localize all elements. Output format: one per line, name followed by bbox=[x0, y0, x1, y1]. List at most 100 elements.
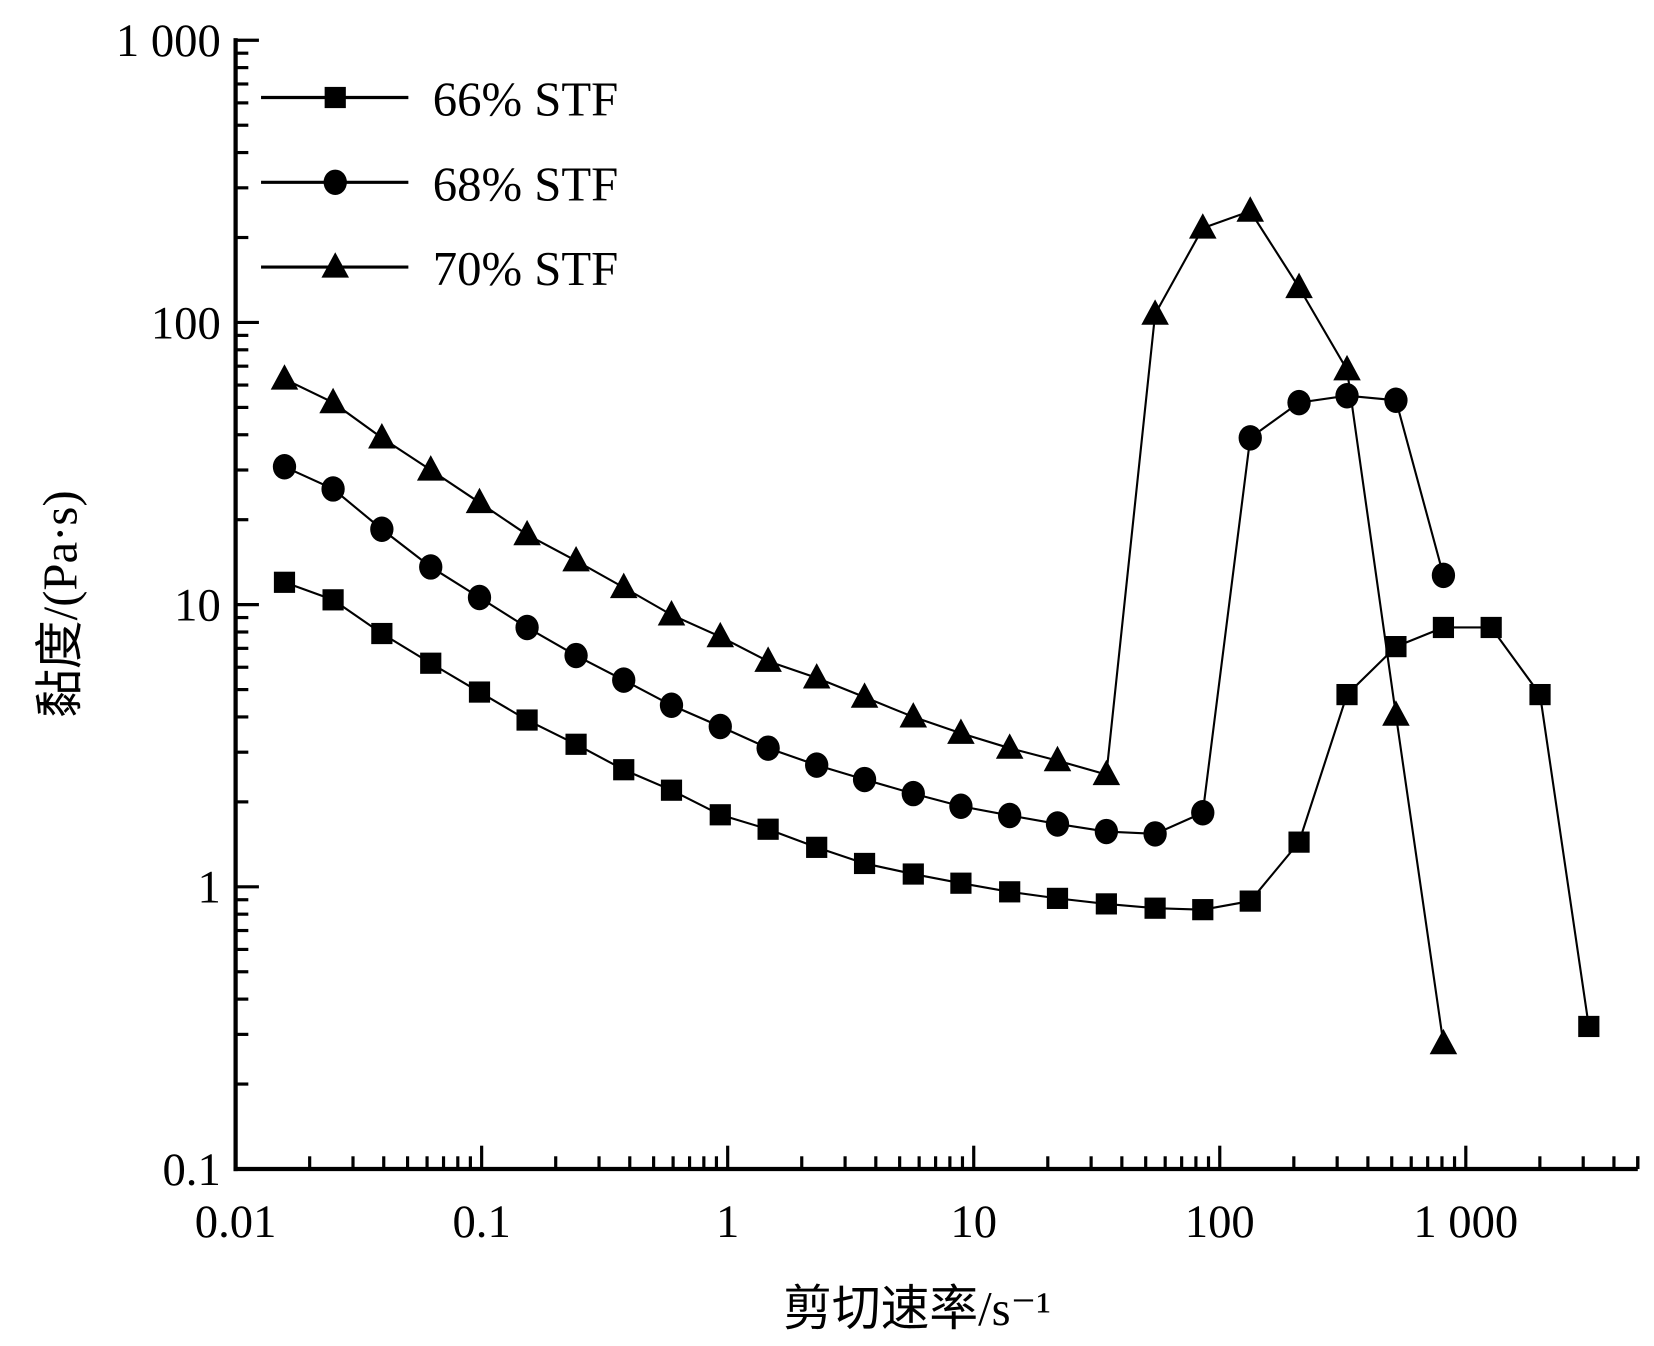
legend-label: 68% STF bbox=[433, 157, 619, 211]
data-point bbox=[1144, 897, 1166, 919]
data-point bbox=[368, 423, 396, 449]
data-point bbox=[1384, 387, 1408, 413]
data-point bbox=[1336, 683, 1358, 706]
y-tick-label: 10 bbox=[174, 580, 221, 632]
data-point bbox=[950, 872, 972, 894]
data-point bbox=[902, 863, 924, 885]
data-point bbox=[1095, 893, 1117, 915]
legend-label: 70% STF bbox=[433, 242, 619, 296]
data-point bbox=[852, 766, 877, 793]
x-tick-label: 1 bbox=[716, 1196, 739, 1248]
x-tick-label: 1 000 bbox=[1413, 1196, 1518, 1248]
data-point bbox=[1285, 272, 1313, 299]
data-point bbox=[999, 881, 1021, 903]
data-point bbox=[420, 652, 442, 674]
data-point bbox=[515, 614, 539, 641]
data-point bbox=[949, 793, 973, 819]
data-point bbox=[806, 836, 828, 858]
data-point bbox=[613, 759, 635, 781]
y-tick-label: 100 bbox=[151, 297, 221, 349]
series-group bbox=[270, 196, 1600, 1055]
x-tick-label: 0.01 bbox=[195, 1196, 277, 1248]
y-tick-label: 1 bbox=[197, 862, 220, 914]
data-point bbox=[1188, 213, 1217, 239]
data-point bbox=[1192, 899, 1214, 921]
data-point bbox=[370, 516, 394, 542]
data-point bbox=[322, 589, 344, 611]
y-tick-label: 1 000 bbox=[116, 15, 221, 67]
series-68stf bbox=[272, 383, 1456, 847]
square-marker-icon bbox=[324, 86, 346, 109]
data-point bbox=[1238, 425, 1262, 451]
data-point bbox=[562, 545, 590, 572]
data-point bbox=[1333, 354, 1361, 381]
legend: 66% STF 68% STF 70% STF bbox=[261, 73, 618, 296]
series-66stf bbox=[273, 571, 1600, 1038]
triangle-marker-icon bbox=[321, 252, 350, 278]
data-point bbox=[754, 646, 782, 672]
legend-entry: 66% STF bbox=[261, 73, 618, 127]
data-point bbox=[1239, 890, 1261, 912]
data-point bbox=[899, 702, 928, 728]
data-point bbox=[416, 455, 445, 481]
data-point bbox=[708, 713, 732, 740]
data-point bbox=[659, 692, 684, 718]
data-point bbox=[1236, 196, 1265, 222]
data-point bbox=[272, 454, 297, 480]
data-point bbox=[419, 554, 443, 580]
circle-marker-icon bbox=[323, 169, 347, 196]
data-point bbox=[757, 818, 779, 840]
data-point bbox=[1578, 1015, 1600, 1038]
data-point bbox=[947, 718, 975, 744]
x-tick-label: 10 bbox=[950, 1196, 997, 1248]
data-point bbox=[998, 802, 1022, 829]
data-point bbox=[321, 476, 345, 502]
data-point bbox=[516, 709, 538, 731]
legend-entry: 70% STF bbox=[261, 242, 618, 296]
y-tick-label: 0.1 bbox=[162, 1144, 220, 1196]
data-point bbox=[612, 667, 636, 693]
data-point bbox=[1092, 759, 1121, 786]
data-point bbox=[564, 642, 588, 669]
data-point bbox=[853, 852, 876, 875]
data-point bbox=[706, 621, 735, 648]
data-point bbox=[467, 584, 492, 611]
x-tick-label: 100 bbox=[1185, 1196, 1255, 1248]
data-point bbox=[802, 663, 831, 689]
data-point bbox=[468, 681, 491, 703]
data-point bbox=[850, 682, 879, 708]
y-axis-title: 黏度/(Pa·s) bbox=[34, 490, 88, 717]
data-point bbox=[756, 735, 780, 761]
series-70stf bbox=[270, 196, 1458, 1055]
data-point bbox=[1385, 636, 1407, 658]
data-point bbox=[1143, 821, 1167, 847]
data-point bbox=[1191, 800, 1215, 826]
data-point bbox=[1046, 887, 1069, 909]
data-point bbox=[709, 804, 731, 826]
data-point bbox=[513, 519, 541, 546]
legend-entry: 68% STF bbox=[261, 157, 618, 211]
data-point bbox=[1431, 562, 1456, 589]
legend-label: 66% STF bbox=[433, 73, 619, 127]
data-point bbox=[1529, 683, 1551, 706]
data-point bbox=[273, 571, 296, 593]
x-axis-title: 剪切速率/s⁻¹ bbox=[783, 1282, 1051, 1336]
data-point bbox=[1480, 616, 1502, 639]
data-point bbox=[1094, 818, 1119, 845]
data-point bbox=[465, 487, 494, 514]
x-tick-label: 0.1 bbox=[453, 1196, 511, 1248]
data-point bbox=[1141, 299, 1169, 325]
data-point bbox=[565, 733, 587, 755]
data-point bbox=[1287, 389, 1311, 416]
data-point bbox=[371, 622, 393, 645]
data-point bbox=[660, 779, 683, 801]
data-point bbox=[1043, 745, 1072, 772]
data-point bbox=[609, 572, 638, 599]
data-point bbox=[1045, 811, 1070, 837]
data-point bbox=[319, 387, 347, 414]
data-point bbox=[1288, 831, 1310, 853]
data-point bbox=[1335, 383, 1359, 409]
data-point bbox=[1429, 1028, 1458, 1055]
